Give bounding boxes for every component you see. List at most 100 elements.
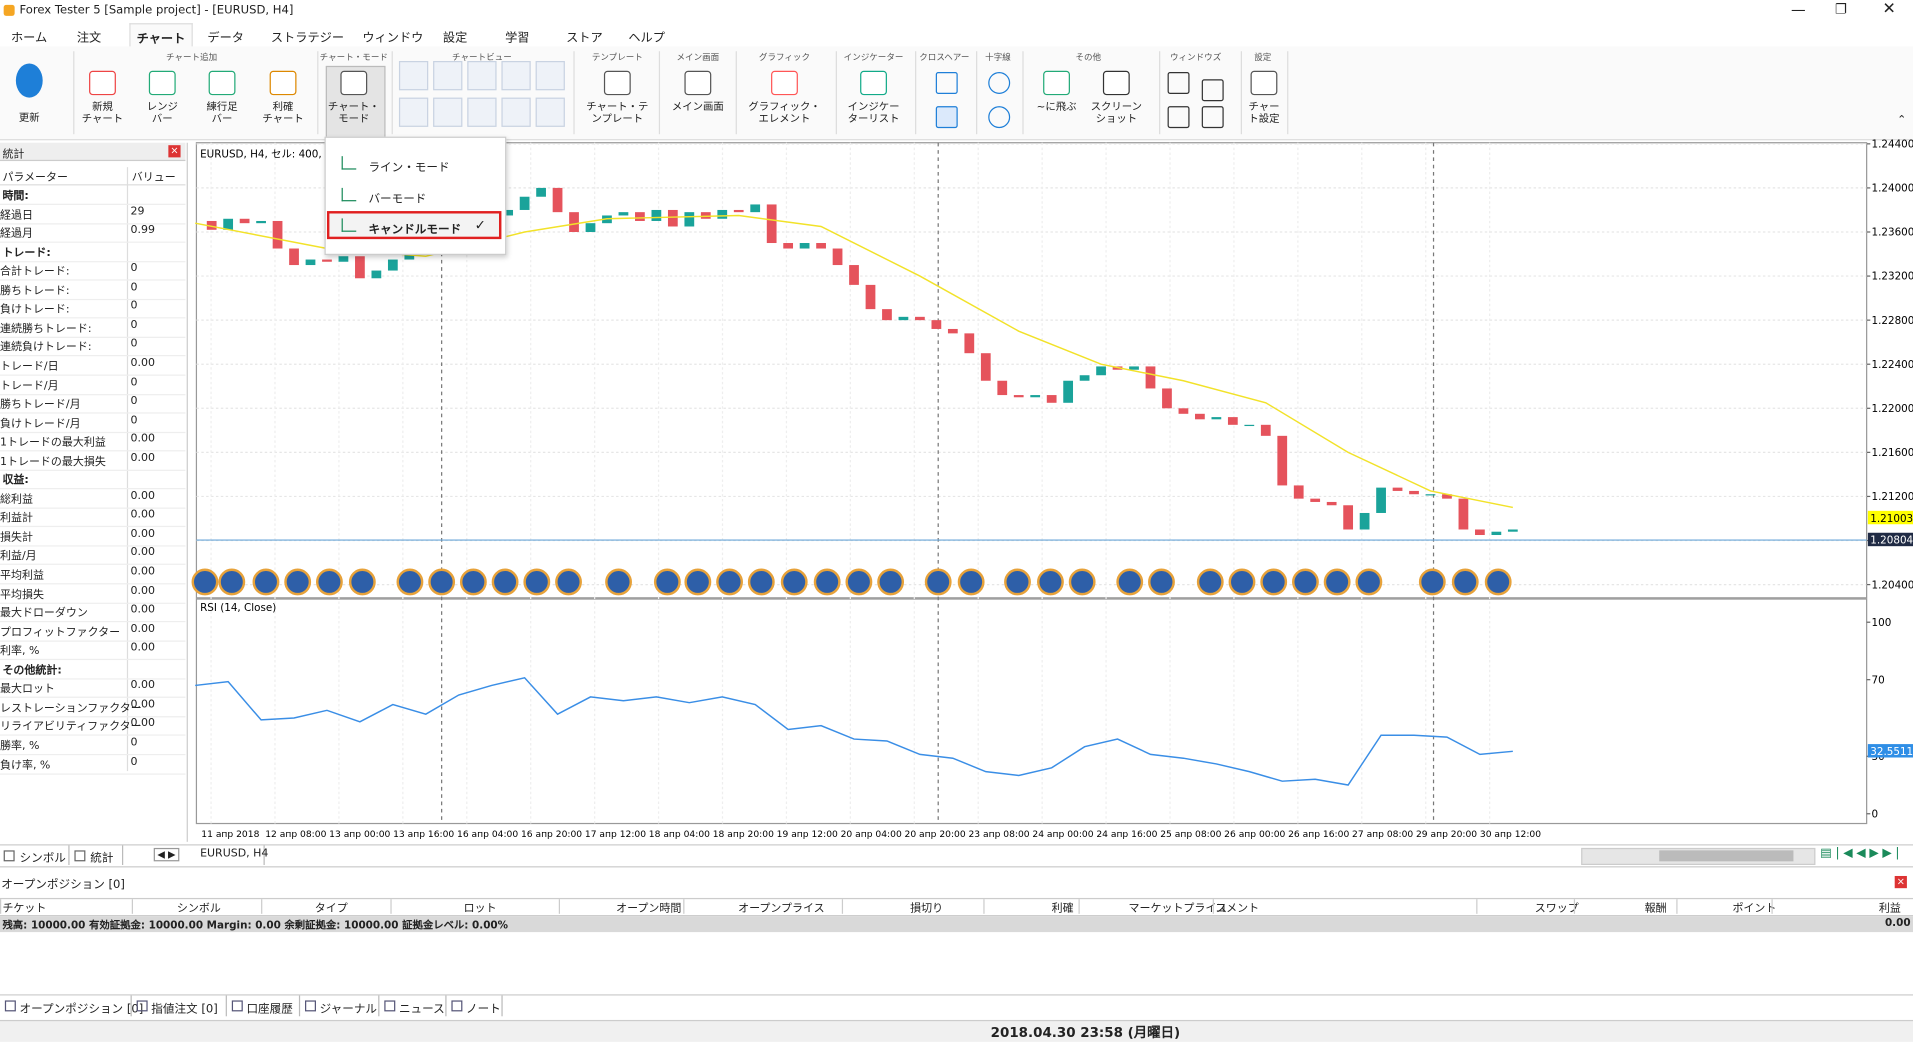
column-header[interactable]: オープンプライス [738, 902, 825, 916]
button-label[interactable]: チャート [81, 113, 124, 126]
tool-button[interactable] [935, 71, 958, 94]
left-tab[interactable] [71, 845, 124, 866]
button-label[interactable]: エレメント [758, 113, 811, 126]
bottom-tab[interactable] [132, 995, 227, 1017]
menu-item[interactable]: 設定 [442, 31, 468, 46]
button-icon[interactable] [771, 70, 798, 96]
column-header[interactable]: 損切り [910, 902, 944, 916]
column-header[interactable]: マーケットプライス [1128, 902, 1228, 916]
view-button[interactable] [433, 61, 463, 91]
bottom-tab-label[interactable]: ジャーナル [319, 1002, 378, 1017]
dropdown-item[interactable]: バーモード [368, 192, 427, 206]
button-icon[interactable] [269, 70, 297, 96]
tool-button[interactable] [1167, 106, 1190, 129]
menu-item[interactable]: チャート [129, 23, 193, 48]
close-button[interactable]: ✕ [1882, 0, 1896, 19]
button-label[interactable]: インジケー [847, 101, 900, 114]
button-label[interactable]: ンプレート [591, 113, 644, 126]
button-label[interactable]: グラフィック・ [748, 101, 821, 114]
view-button[interactable] [501, 97, 531, 127]
button-icon[interactable] [1102, 70, 1130, 96]
button-icon[interactable] [860, 70, 887, 96]
column-header[interactable]: 利益 [1878, 902, 1901, 916]
left-tab-label[interactable]: シンボル [19, 851, 66, 866]
bottom-tab-label[interactable]: 指値注文 [0] [151, 1002, 218, 1017]
panel-close[interactable]: × [1894, 875, 1907, 889]
button-label[interactable]: ~に飛ぶ [1036, 101, 1077, 114]
restore-button[interactable]: ❐ [1834, 1, 1847, 18]
bottom-tab-label[interactable]: 口座履歴 [246, 1002, 293, 1017]
view-button[interactable] [398, 97, 429, 127]
button-label[interactable]: 利確 [272, 101, 294, 114]
button-label[interactable]: メイン画面 [671, 101, 724, 114]
view-button[interactable] [467, 97, 497, 127]
column-header[interactable]: ポイント [1732, 902, 1777, 916]
button-label[interactable]: チャート [262, 113, 304, 126]
scroll-thumb[interactable] [1659, 850, 1794, 862]
column-header[interactable]: シンボル [176, 902, 221, 916]
tool-button[interactable] [935, 106, 958, 129]
bottom-tab[interactable] [0, 995, 132, 1017]
button-label[interactable]: 練行足 [206, 101, 238, 114]
chart-tab[interactable] [196, 845, 265, 866]
button-icon[interactable] [684, 70, 712, 96]
button-label[interactable]: チャート・テ [586, 101, 649, 114]
button-label[interactable]: ショット [1095, 113, 1138, 126]
menu-item[interactable]: ウィンドウ [362, 31, 424, 46]
button-label[interactable]: バー [211, 113, 233, 126]
button-icon[interactable] [1250, 70, 1278, 96]
bottom-tab-label[interactable]: オープンポジション [0] [19, 1002, 144, 1017]
panel-close[interactable]: × [168, 145, 181, 158]
button-icon[interactable] [89, 70, 116, 96]
bottom-tab[interactable] [379, 995, 447, 1017]
nav-buttons[interactable]: ▤|◀◀▶▶| [1820, 846, 1904, 861]
tool-button[interactable] [1167, 71, 1190, 94]
menu-item[interactable]: ストア [566, 31, 603, 46]
bottom-tab[interactable] [447, 995, 503, 1017]
dropdown-item[interactable]: ライン・モード [368, 161, 450, 175]
button-label[interactable]: バー [151, 113, 173, 126]
tool-button[interactable] [988, 71, 1011, 94]
view-button[interactable] [535, 97, 565, 127]
button-label[interactable]: ターリスト [847, 113, 900, 126]
menu-item[interactable]: 学習 [505, 31, 530, 46]
column-header[interactable]: オープン時間 [616, 902, 682, 916]
view-button[interactable] [433, 97, 463, 127]
button-label[interactable]: チャート・ [327, 101, 380, 114]
button-label[interactable]: 更新 [18, 112, 40, 125]
bottom-tab[interactable] [227, 995, 301, 1017]
bottom-tab-label[interactable]: ノート [466, 1002, 501, 1017]
dropdown-item[interactable]: キャンドルモード [368, 223, 462, 237]
view-button[interactable] [467, 61, 497, 91]
scroll-arrows[interactable]: ◀ ▶ [153, 847, 180, 862]
button-icon[interactable] [148, 70, 176, 96]
menu-item[interactable]: ストラテジー [270, 31, 345, 46]
button-label[interactable]: モード [338, 113, 370, 126]
column-header[interactable]: 利確 [1051, 902, 1074, 916]
chart-tab-label[interactable]: EURUSD, H4 [200, 847, 269, 861]
minimize-button[interactable]: — [1791, 1, 1806, 19]
bottom-tab-label[interactable]: ニュース [398, 1002, 445, 1017]
column-header[interactable]: 報酬 [1644, 902, 1667, 916]
menu-item[interactable]: ホーム [10, 31, 48, 46]
view-button[interactable] [535, 61, 565, 91]
collapse-ribbon[interactable]: ⌃ [1897, 114, 1907, 127]
column-header[interactable]: タイプ [314, 902, 348, 916]
column-header[interactable]: スワップ [1534, 902, 1579, 916]
button-icon[interactable] [208, 70, 236, 96]
bottom-tab[interactable] [300, 995, 380, 1017]
button-icon[interactable] [603, 70, 631, 96]
button-icon[interactable] [15, 63, 43, 98]
button-label[interactable]: チャー [1248, 101, 1280, 114]
left-tab-label[interactable]: 統計 [90, 851, 114, 866]
menu-item[interactable]: ヘルプ [628, 31, 665, 46]
button-icon[interactable] [1043, 70, 1070, 96]
menu-item[interactable]: データ [207, 31, 245, 46]
view-button[interactable] [501, 61, 531, 91]
view-button[interactable] [398, 61, 429, 91]
button-icon[interactable] [340, 70, 368, 96]
button-label[interactable]: スクリーン [1090, 101, 1142, 114]
tool-button[interactable] [1201, 106, 1224, 129]
button-label[interactable]: レンジ [146, 101, 178, 114]
button-label[interactable]: 新規 [92, 101, 113, 114]
